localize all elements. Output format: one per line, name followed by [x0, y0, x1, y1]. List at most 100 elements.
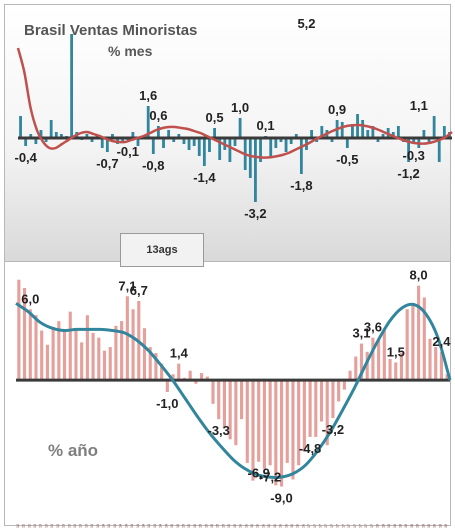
bar-42	[257, 380, 261, 462]
bar-82	[437, 138, 441, 162]
data-label: 6,0	[21, 291, 39, 306]
annual-chart-subtitle: % año	[48, 441, 98, 460]
bar-5	[44, 138, 48, 142]
bar-19	[125, 296, 129, 381]
bar-64	[345, 138, 349, 148]
x-tick-label: FEB 14	[107, 524, 111, 529]
x-tick-label: ENE 16	[239, 524, 243, 529]
bar-55	[331, 380, 335, 418]
data-label: -3,2	[244, 206, 266, 221]
x-tick-label: JUL 18	[410, 524, 414, 529]
bar-52	[314, 380, 318, 437]
bar-38	[213, 128, 216, 138]
x-tick-label: NOV 13	[90, 524, 94, 529]
bar-14	[97, 337, 101, 381]
x-tick-label: AGO 17	[347, 524, 351, 529]
bar-45	[248, 138, 252, 178]
bar-10	[70, 34, 74, 138]
bar-31	[194, 380, 198, 384]
data-label: 1,1	[410, 98, 428, 113]
bar-43	[238, 118, 242, 138]
x-tick-label: JUN 17	[336, 524, 340, 529]
bar-30	[188, 370, 192, 381]
bar-62	[371, 337, 375, 381]
bar-3	[34, 138, 38, 144]
bar-51	[279, 138, 283, 142]
date-label: 13ags	[120, 233, 204, 267]
bar-26	[165, 380, 169, 392]
monthly-data-labels: -0,4 -0,7-0,1-0,8 1,6 0,6 -1,4 0,5 1,0 -3,2 0,1 -…	[14, 16, 427, 221]
bar-46	[254, 138, 257, 202]
bar-69	[371, 126, 375, 138]
x-tick-label: ENE 13	[33, 524, 37, 529]
x-tick-label: AGO 18	[416, 524, 420, 529]
x-tick-label: FEB 18	[381, 524, 385, 529]
x-tick-label: JUL 15	[204, 524, 208, 529]
bar-41	[251, 380, 255, 481]
data-label: -9,0	[270, 491, 292, 506]
bar-32	[182, 138, 186, 144]
bar-56	[337, 380, 341, 402]
bar-61	[330, 138, 334, 142]
x-tick-label: MAR 17	[319, 524, 323, 529]
x-tick-label: NOV 14	[159, 524, 163, 529]
x-tick-label: NOV 12	[22, 524, 26, 529]
x-tick-label: AGO 16	[279, 524, 283, 529]
x-tick-label: JUN 15	[199, 524, 203, 529]
bar-24	[154, 353, 158, 381]
bar-47	[259, 138, 262, 162]
bar-3	[34, 315, 38, 381]
bar-64	[382, 330, 386, 381]
bar-71	[422, 297, 426, 381]
bar-32	[200, 373, 204, 381]
x-tick-label: MAR 16	[250, 524, 254, 529]
data-label: 1,0	[231, 100, 249, 115]
x-tick-label: FEB 16	[244, 524, 248, 529]
bar-71	[381, 134, 385, 138]
bar-28	[177, 363, 181, 381]
bar-38	[234, 380, 238, 446]
annual-trend-line	[15, 302, 452, 479]
data-label: 7,1	[118, 278, 136, 293]
x-tick-label: FEB 17	[313, 524, 317, 529]
x-tick-label: ABR 17	[324, 524, 328, 529]
bar-59	[354, 356, 358, 381]
data-label: -1,4	[193, 170, 216, 185]
annual-data-labels: 6,0 7,16,7 1,4 -1,0 -3,3 -6,9-7,2 -9,0 -4,8-3,2…	[21, 268, 451, 506]
bar-68	[405, 309, 409, 381]
bar-34	[192, 138, 196, 146]
bar-1	[23, 288, 27, 381]
bar-17	[105, 138, 109, 152]
bar-57	[310, 130, 313, 138]
x-tick-label: DIC 13	[96, 524, 100, 529]
bar-13	[91, 332, 95, 381]
x-tick-label: SEP 18	[421, 524, 425, 529]
data-label: 0,6	[149, 108, 167, 123]
x-tick-label: OCT 12	[16, 524, 20, 529]
x-tick-label: MAR 15	[182, 524, 186, 529]
bar-22	[142, 328, 147, 381]
x-tick-label: ENE 18	[376, 524, 380, 529]
bar-28	[162, 138, 165, 148]
bar-17	[114, 325, 118, 381]
bar-7	[54, 132, 58, 138]
bar-18	[120, 321, 124, 381]
bar-34	[211, 380, 215, 404]
bar-33	[187, 138, 191, 150]
bar-26	[151, 138, 155, 154]
x-tick-label: ABR 14	[119, 524, 123, 529]
x-tick-label: JUL 16	[273, 524, 277, 529]
bar-61	[365, 351, 369, 381]
bar-27	[171, 374, 175, 381]
x-tick-label: MAY 18	[399, 524, 403, 529]
bar-25	[146, 106, 150, 138]
bar-22	[131, 132, 135, 138]
bar-47	[285, 380, 289, 463]
bar-70	[376, 138, 380, 142]
x-tick-label: JUN 18	[404, 524, 408, 529]
x-tick-label: DIC 17	[370, 524, 374, 529]
data-label: 1,6	[139, 88, 157, 103]
bar-10	[74, 328, 78, 381]
